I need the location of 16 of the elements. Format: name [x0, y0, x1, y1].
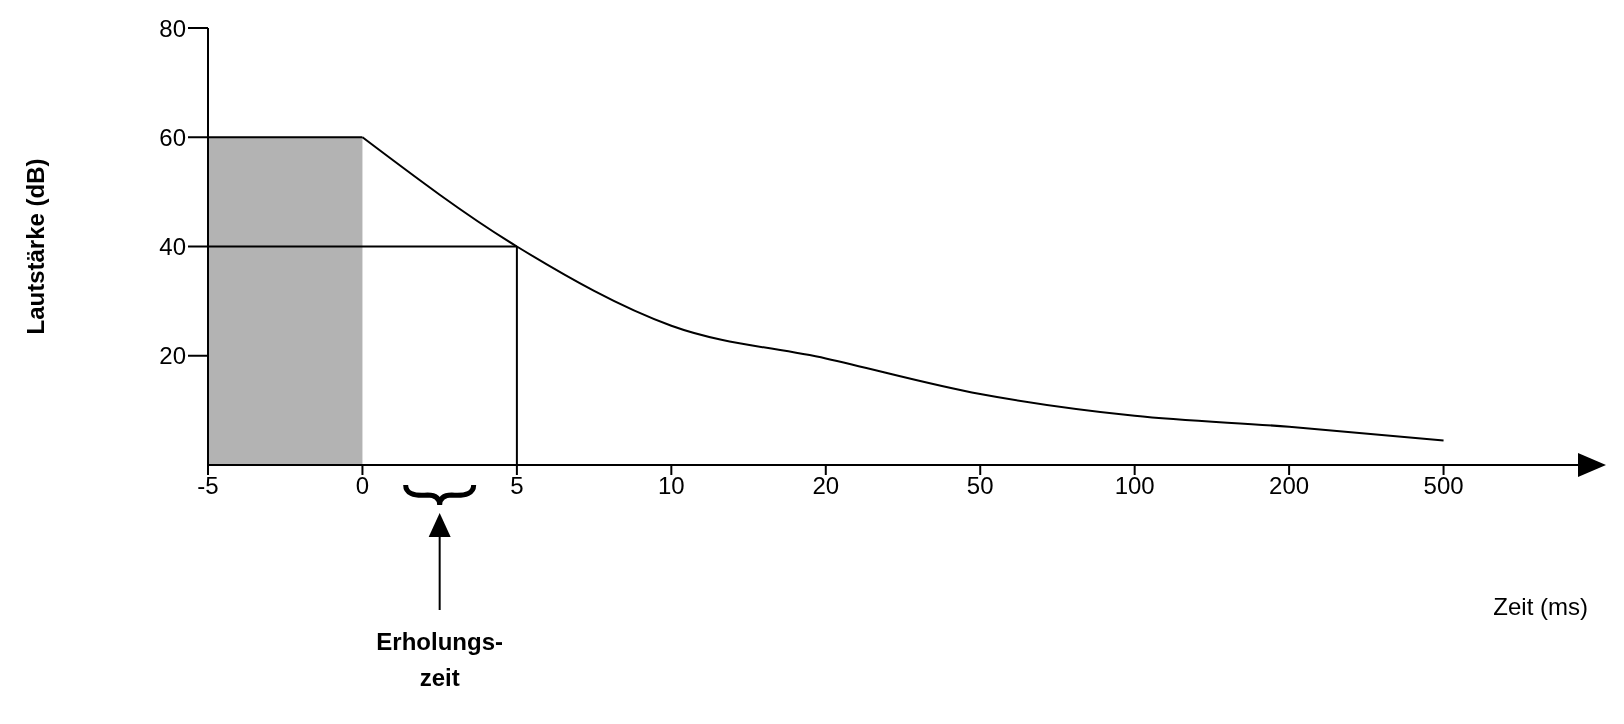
- x-tick-label: -5: [197, 472, 219, 500]
- y-tick-label: 80: [159, 14, 186, 42]
- x-tick-label: 10: [657, 472, 685, 500]
- x-tick-label: 0: [355, 472, 370, 500]
- x-tick-label: 50: [966, 472, 994, 500]
- x-tick-label: 100: [1114, 472, 1155, 500]
- x-tick-label: 5: [510, 472, 524, 500]
- x-tick-label: 500: [1423, 472, 1464, 500]
- text: Erholungs- zeit: [376, 628, 503, 691]
- y-tick-label: 40: [159, 233, 186, 261]
- y-tick-label: 20: [159, 342, 186, 370]
- y-tick-label: 60: [159, 123, 186, 151]
- x-tick-label: 200: [1269, 472, 1310, 500]
- y-axis-title: Lautstärke (dB): [22, 158, 50, 335]
- x-tick-label: 20: [812, 472, 840, 500]
- x-axis-title: Zeit (ms): [1493, 593, 1588, 620]
